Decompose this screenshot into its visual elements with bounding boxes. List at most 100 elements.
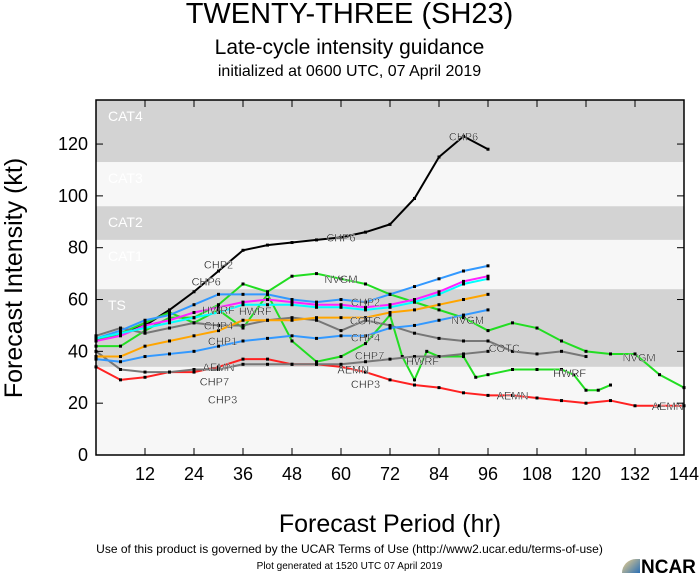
series-label-chp4: CHP4 (351, 332, 380, 344)
data-point-chp4 (437, 290, 441, 294)
data-point-chp2 (413, 285, 416, 289)
data-point-chp4 (168, 318, 171, 322)
data-point-hwrf (388, 313, 392, 317)
data-point-chp2 (486, 264, 490, 268)
data-point-chp5 (217, 310, 220, 314)
series-label-chp6: CHP6 (192, 276, 221, 288)
data-point-hwrf (339, 355, 343, 359)
data-point-chp7 (364, 360, 367, 364)
data-point-chp6 (339, 235, 343, 239)
x-tick-label: 132 (620, 464, 650, 484)
band-label: CAT1 (108, 248, 143, 264)
data-point-aemn (462, 391, 465, 395)
data-point-chp7 (241, 362, 245, 366)
data-point-aemn (388, 378, 392, 382)
series-label-hwrf: HWRF (553, 368, 586, 380)
data-point-cotc (462, 339, 465, 343)
data-point-hwrf (413, 378, 416, 382)
y-tick-label: 60 (68, 290, 88, 310)
data-point-chp2 (315, 300, 318, 304)
data-point-chp3 (413, 323, 416, 327)
data-point-chp7 (413, 355, 416, 359)
data-point-nvgm (290, 274, 294, 278)
band-cat4 (96, 100, 684, 163)
data-point-nvgm (584, 349, 588, 353)
ncar-logo: NCAR (622, 557, 696, 579)
x-tick-label: 108 (522, 464, 552, 484)
data-point-chp7 (217, 367, 220, 371)
data-point-chp5 (168, 321, 171, 325)
data-point-chp1 (413, 308, 416, 312)
series-label-chp6: CHP6 (449, 131, 478, 143)
series-label-chp3: CHP3 (208, 394, 237, 406)
data-point-chp2 (241, 292, 245, 296)
series-label-hwrf: HWRF (202, 305, 235, 317)
series-label-nvgm: NVGM (623, 352, 656, 364)
data-point-chp3 (462, 313, 465, 317)
data-point-chp2 (290, 298, 294, 302)
x-axis-label: Forecast Period (hr) (279, 510, 501, 538)
data-point-nvgm (511, 321, 514, 325)
data-point-chp5 (143, 326, 147, 330)
chart-subtitle: Late-cycle intensity guidance (214, 36, 485, 59)
data-point-chp5 (192, 316, 196, 320)
data-point-hwrf (474, 375, 478, 379)
data-point-chp1 (486, 292, 490, 296)
data-point-chp5 (339, 305, 343, 309)
data-point-hwrf (511, 367, 514, 371)
series-label-chp4: CHP4 (204, 320, 233, 332)
data-point-hwrf (462, 355, 465, 359)
data-point-cotc (560, 349, 563, 353)
data-point-cotc (143, 331, 147, 335)
data-point-chp1 (192, 334, 196, 338)
x-tick-label: 144 (669, 464, 699, 484)
data-point-cotc (413, 331, 416, 335)
data-point-chp6 (437, 155, 441, 159)
band-cat1 (96, 239, 684, 290)
data-point-chp7 (143, 370, 147, 374)
data-point-nvgm (535, 326, 539, 330)
data-point-chp4 (290, 300, 294, 304)
data-point-nvgm (462, 316, 465, 320)
series-label-aemn: AEMN (337, 364, 369, 376)
data-point-chp6 (486, 147, 490, 151)
data-point-nvgm (486, 329, 490, 333)
data-point-hwrf (364, 342, 367, 346)
data-point-cotc (217, 323, 220, 327)
data-point-hwrf (143, 321, 147, 325)
data-point-chp6 (462, 134, 465, 138)
data-point-chp2 (462, 269, 465, 273)
data-point-chp1 (119, 355, 122, 359)
data-point-chp3 (241, 339, 245, 343)
series-label-nvgm: NVGM (451, 315, 484, 327)
data-point-hwrf (425, 349, 429, 353)
data-point-hwrf (572, 373, 576, 377)
x-tick-label: 84 (429, 464, 449, 484)
data-point-aemn (241, 357, 245, 361)
data-point-chp1 (364, 316, 367, 320)
series-label-cotc: COTC (350, 315, 381, 327)
data-point-cotc (388, 323, 392, 327)
data-point-cotc (486, 339, 490, 343)
data-point-aemn (217, 365, 220, 369)
data-point-chp2 (364, 300, 367, 304)
data-point-chp6 (241, 248, 245, 252)
x-tick-label: 72 (380, 464, 400, 484)
data-point-chp3 (486, 308, 490, 312)
band-label: TS (108, 297, 126, 313)
series-label-chp3: CHP3 (351, 379, 380, 391)
data-point-chp1 (143, 344, 147, 348)
data-point-chp7 (168, 370, 171, 374)
series-label-cotc: COTC (489, 343, 520, 355)
data-point-nvgm (143, 329, 147, 333)
data-point-aemn (535, 396, 539, 400)
data-point-aemn (609, 399, 612, 403)
x-tick-label: 96 (478, 464, 498, 484)
data-point-chp6 (168, 308, 171, 312)
x-tick-label: 12 (135, 464, 155, 484)
data-point-cotc (241, 323, 245, 327)
data-point-chp3 (266, 336, 269, 340)
data-point-chp3 (364, 334, 367, 338)
data-point-chp3 (192, 349, 196, 353)
y-tick-label: 0 (78, 445, 88, 465)
